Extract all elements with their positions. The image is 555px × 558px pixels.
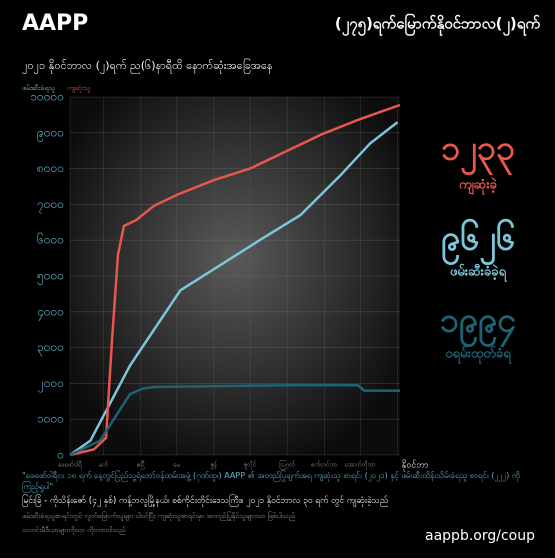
stat-number: ၁၂၃၃ [441,129,515,176]
x-tick-label: ဇွန် [211,461,218,470]
x-tick-label: စက်တင်ဘာ [311,461,338,469]
x-tick-label: ဇူလိုင် [244,461,257,470]
y-tick-label: ၅၀၀၀ [37,269,64,286]
x-tick-label: နိုဝင်ဘာ [402,460,429,472]
footer-note: ဖမ်းဆီးခံရသူစာရင်းတွင် လွတ်မြောက်သူများ … [22,512,296,520]
series-line [69,383,400,457]
legend-label: ဖမ်းဆီးခံရသူ [22,84,55,93]
stat-number: ၉၆၂၆ [441,219,515,266]
x-tick-label: ဩဂုတ် [279,460,295,470]
stat-label: ဖမ်းဆီးခံခဲ့ရ [450,263,508,283]
brand: AAPP [22,11,88,36]
footer-quote: "ဖေဖော်ဝါရီလ ၁၈ ရက် နေ့တွင်ပြည်သူ့ရဲဘော်… [22,471,520,491]
y-tick-label: ၆၀၀၀ [37,232,64,247]
legend-label: ကျဆုံးသူ [67,84,91,93]
y-tick-label: ၇၀၀၀ [37,197,64,214]
x-tick-label: ဧပြီ [137,460,145,470]
stat-number: ၁၉၉၄ [440,301,517,348]
title: (၂၇၅)ရက်မြောက်နိုဝင်ဘာလ(၂)ရက် [335,13,540,37]
stat-label: ဝရမ်းထုတ်ခံရ [445,345,512,365]
series-line [69,121,399,457]
stat-label: ကျဆုံးခဲ့ [459,177,498,195]
y-tick-label: ၃၀၀၀ [37,340,64,357]
y-tick-label: ၉၀၀၀ [37,125,64,142]
photo-backdrop [70,97,400,455]
y-tick-label: ၁၀၀၀ [37,412,64,426]
footer-url: aappb.org/coup [425,528,535,544]
series-line [69,103,401,457]
y-tick-label: ၄၀၀၀ [37,304,64,321]
subtitle: ၂၀၂၁ နိုဝင်ဘာလ (၂)ရက် ည(၆)နာရီထိ နောက်ဆု… [22,58,273,74]
y-tick-label: ၈၀၀၀ [37,161,64,175]
x-tick-label: မတ် [99,461,108,469]
x-tick-label: ဖေဖော်ဝါရီ [58,461,82,470]
x-tick-label: အောက်တိုဘာ [345,461,376,470]
y-tick-label: ၁၀၀၀၀ [30,90,64,104]
y-tick-label: ၀ [57,448,64,462]
x-tick-label: မေ [173,462,180,469]
footer-note: သတင်းမီဒီယာများကိုသာ ကိုးကားပါသည် [22,526,126,534]
y-tick-label: ၂၀၀၀ [38,376,64,393]
footer-line: မြင်းခြံ - ကိုသိန်းဇော် (၄၂ နှစ်) ကန့်ဘလ… [22,496,389,506]
